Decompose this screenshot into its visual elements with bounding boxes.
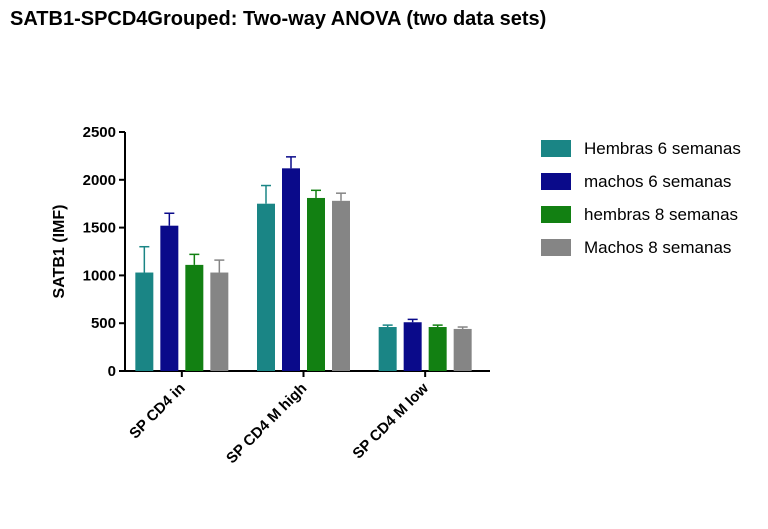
legend-label: hembras 8 semanas <box>584 205 738 224</box>
y-tick-label: 2500 <box>83 124 116 141</box>
x-tick-label: SP CD4 M low <box>349 380 432 463</box>
bar <box>210 272 229 371</box>
y-tick-label: 0 <box>108 363 116 380</box>
legend-swatch <box>541 206 571 223</box>
bar <box>428 327 447 371</box>
bar <box>257 203 275 371</box>
legend: Hembras 6 semanas machos 6 semanas hembras… <box>541 139 741 257</box>
legend-label: Hembras 6 semanas <box>584 139 741 158</box>
y-tick-label: 1000 <box>83 267 116 284</box>
legend-swatch <box>541 173 571 190</box>
bar <box>403 322 422 371</box>
legend-label: machos 6 semanas <box>584 172 731 191</box>
chart-title: SATB1-SPCD4Grouped: Two-way ANOVA (two d… <box>10 8 547 30</box>
bar <box>135 272 154 371</box>
bar <box>307 197 325 371</box>
legend-swatch <box>541 239 571 256</box>
y-tick-label: 1500 <box>83 220 116 237</box>
bar <box>160 225 179 371</box>
bar <box>332 200 350 371</box>
bar <box>185 264 204 371</box>
bar <box>453 328 472 371</box>
bar <box>378 327 397 371</box>
y-tick-label: 500 <box>91 315 116 332</box>
y-axis-label: SATB1 (IMF) <box>51 205 68 299</box>
bar <box>282 168 300 371</box>
y-tick-label: 2000 <box>83 172 116 189</box>
legend-swatch <box>541 140 571 157</box>
x-tick-label: SP CD4 in <box>126 380 189 443</box>
legend-label: Machos 8 semanas <box>584 238 731 257</box>
bars <box>135 156 472 371</box>
x-tick-label: SP CD4 M high <box>223 380 310 467</box>
